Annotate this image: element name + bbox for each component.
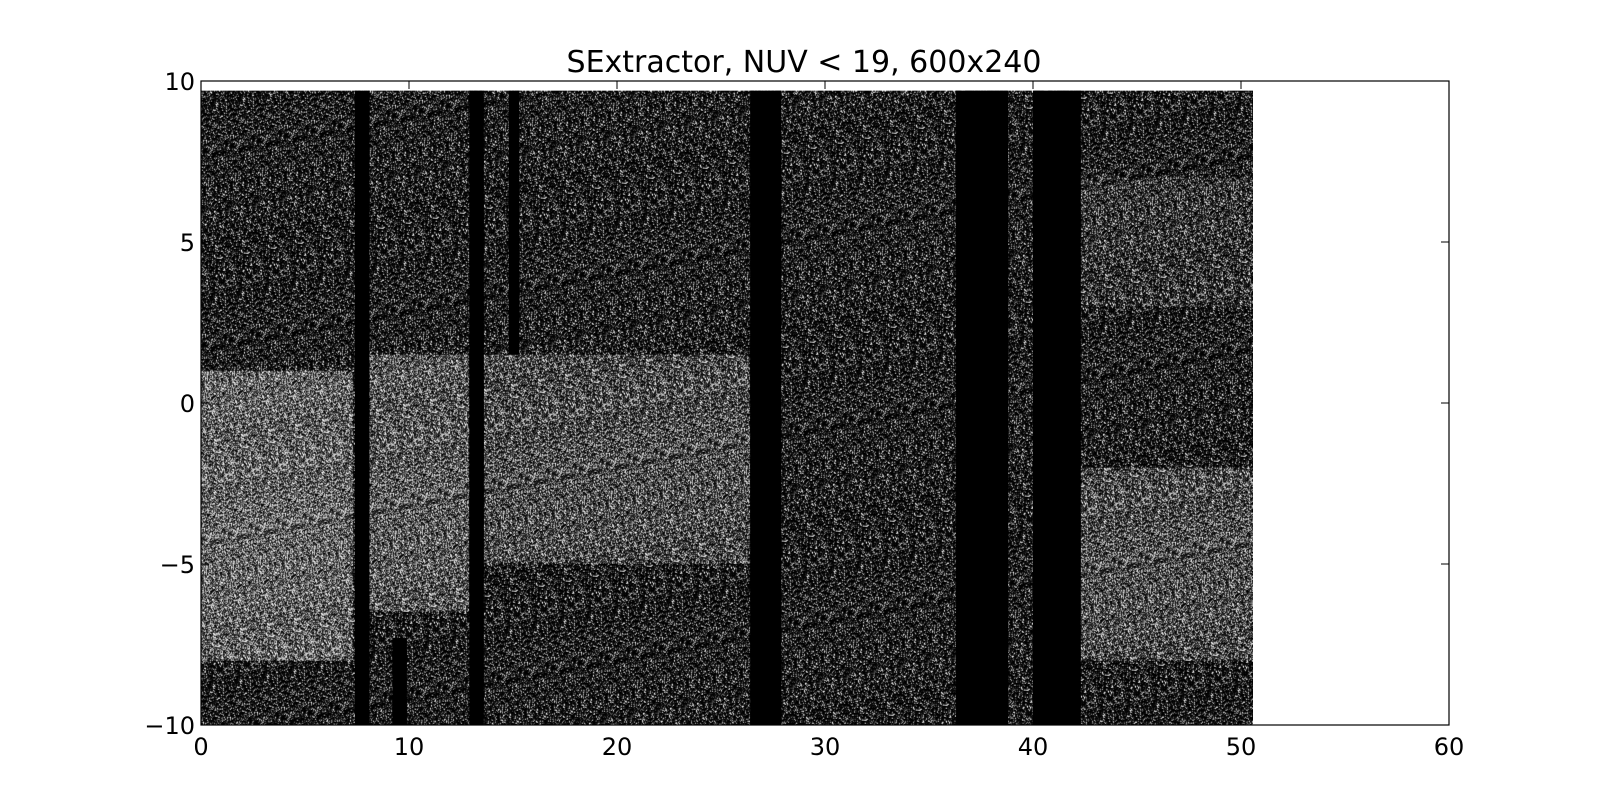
empty-column-band: [1033, 90, 1081, 725]
y-tick-label: 0: [180, 390, 195, 418]
x-tick-label: 30: [810, 733, 841, 761]
x-tick-label: 0: [193, 733, 208, 761]
y-tick-label: 10: [164, 68, 195, 96]
empty-column-band: [354, 90, 370, 725]
partial-empty-column-band: [508, 90, 520, 355]
x-tick-label: 20: [602, 733, 633, 761]
empty-column-bands: [354, 90, 1081, 725]
axis-tick-labels: 0 10 20 30 40 50 60 −10 −5 0 5 10: [144, 68, 1464, 761]
empty-column-band: [750, 90, 782, 725]
plot-area: [201, 81, 1449, 725]
y-tick-label: −5: [160, 551, 195, 579]
y-tick-label: 5: [180, 229, 195, 257]
x-tick-label: 60: [1434, 733, 1465, 761]
axes-frame: [200, 80, 1450, 726]
empty-column-band: [469, 90, 484, 725]
x-tick-label: 40: [1018, 733, 1049, 761]
empty-column-band: [956, 90, 1009, 725]
chart-title: SExtractor, NUV < 19, 600x240: [567, 45, 1042, 80]
y-tick-label: −10: [144, 712, 195, 740]
partial-empty-column-band: [392, 638, 407, 725]
x-tick-label: 10: [394, 733, 425, 761]
x-tick-label: 50: [1226, 733, 1257, 761]
